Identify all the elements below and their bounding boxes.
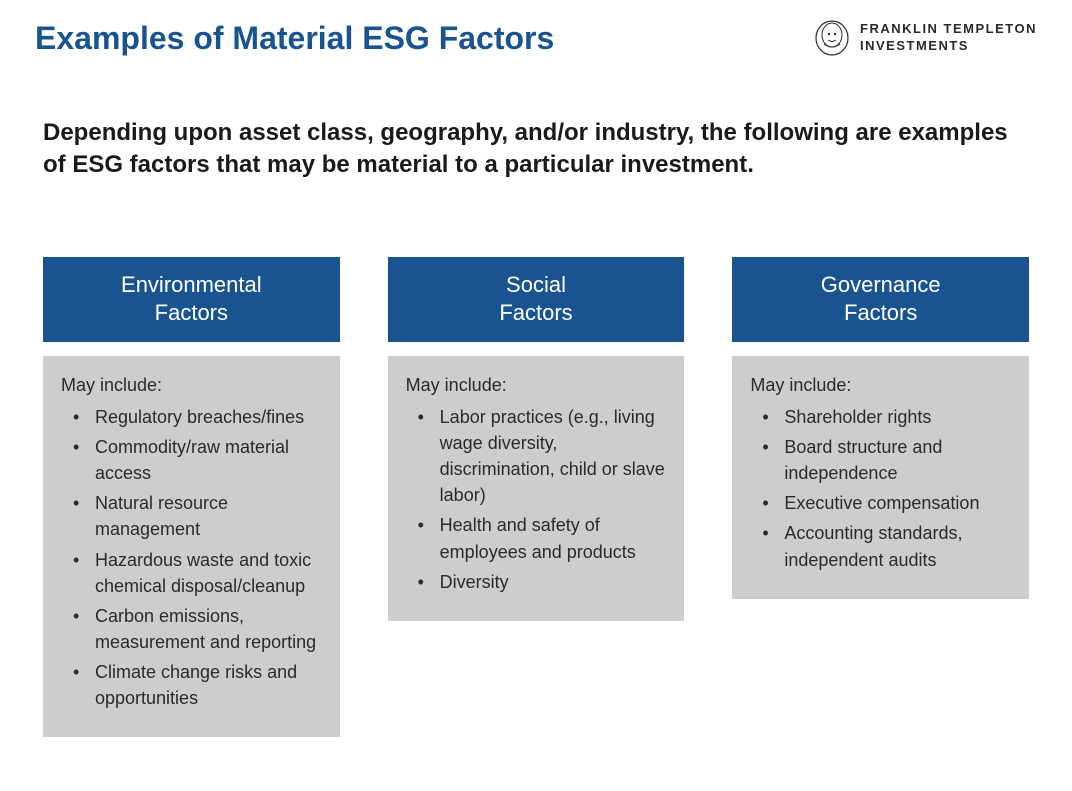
column-title-line2: Factors (499, 300, 572, 325)
brand-line1: FRANKLIN TEMPLETON (860, 21, 1037, 38)
column-body: May include: Shareholder rights Board st… (732, 356, 1029, 599)
factor-list: Regulatory breaches/fines Commodity/raw … (61, 404, 322, 711)
may-include-label: May include: (750, 372, 1011, 398)
list-item: Health and safety of employees and produ… (406, 512, 667, 564)
list-item: Board structure and independence (750, 434, 1011, 486)
column-title-line1: Environmental (121, 272, 262, 297)
factor-list: Labor practices (e.g., living wage diver… (406, 404, 667, 595)
column-title-line2: Factors (844, 300, 917, 325)
brand-logo-icon (814, 20, 850, 56)
brand-text: FRANKLIN TEMPLETON INVESTMENTS (860, 21, 1037, 55)
list-item: Climate change risks and opportunities (61, 659, 322, 711)
column-environmental: Environmental Factors May include: Regul… (43, 257, 340, 737)
list-item: Shareholder rights (750, 404, 1011, 430)
intro-text: Depending upon asset class, geography, a… (35, 117, 1037, 182)
list-item: Commodity/raw material access (61, 434, 322, 486)
column-header: Environmental Factors (43, 257, 340, 342)
column-body: May include: Regulatory breaches/fines C… (43, 356, 340, 737)
column-title-line2: Factors (155, 300, 228, 325)
list-item: Natural resource management (61, 490, 322, 542)
list-item: Accounting standards, independent audits (750, 520, 1011, 572)
list-item: Executive compensation (750, 490, 1011, 516)
column-header: Social Factors (388, 257, 685, 342)
column-social: Social Factors May include: Labor practi… (388, 257, 685, 621)
brand-line2: INVESTMENTS (860, 38, 1037, 55)
factor-list: Shareholder rights Board structure and i… (750, 404, 1011, 573)
list-item: Regulatory breaches/fines (61, 404, 322, 430)
column-title-line1: Governance (821, 272, 941, 297)
columns-container: Environmental Factors May include: Regul… (35, 257, 1037, 737)
may-include-label: May include: (406, 372, 667, 398)
list-item: Labor practices (e.g., living wage diver… (406, 404, 667, 508)
column-header: Governance Factors (732, 257, 1029, 342)
column-title-line1: Social (506, 272, 566, 297)
page-title: Examples of Material ESG Factors (35, 20, 554, 57)
list-item: Diversity (406, 569, 667, 595)
column-body: May include: Labor practices (e.g., livi… (388, 356, 685, 621)
list-item: Hazardous waste and toxic chemical dispo… (61, 547, 322, 599)
brand: FRANKLIN TEMPLETON INVESTMENTS (814, 20, 1037, 56)
column-governance: Governance Factors May include: Sharehol… (732, 257, 1029, 599)
may-include-label: May include: (61, 372, 322, 398)
slide-header: Examples of Material ESG Factors FRANKLI… (35, 20, 1037, 57)
list-item: Carbon emissions, measurement and report… (61, 603, 322, 655)
